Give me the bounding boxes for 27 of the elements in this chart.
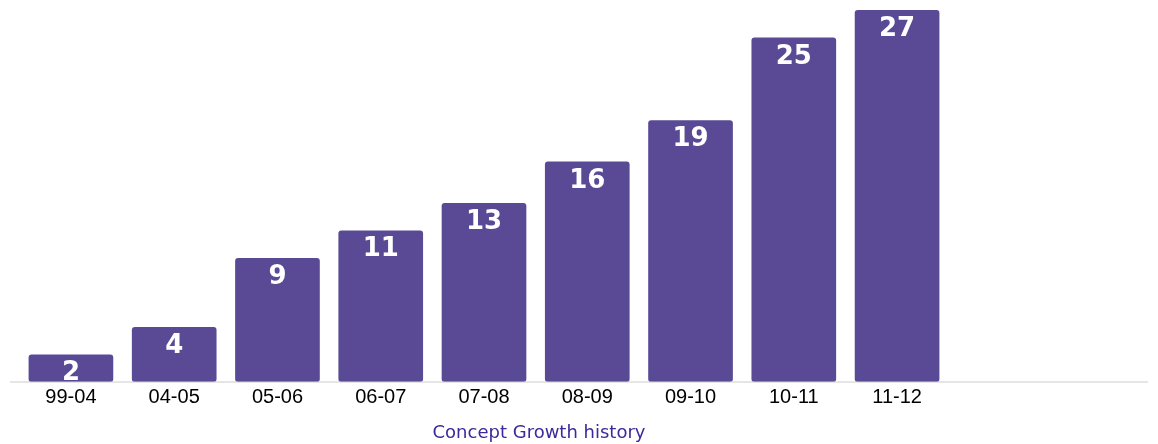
text: Concept Growth history xyxy=(432,421,646,442)
data-label: 27 xyxy=(878,12,916,42)
x-tick-label: 05-06 xyxy=(251,385,304,407)
bar xyxy=(338,230,424,382)
bar xyxy=(544,161,630,382)
data-label: 2 xyxy=(61,356,80,387)
bar xyxy=(854,10,940,382)
x-tick-label: 99-04 xyxy=(45,385,97,407)
x-tick-label: 11-12 xyxy=(872,385,922,407)
data-label: 4 xyxy=(165,328,184,359)
bar xyxy=(235,258,320,382)
x-tick-label: 09-10 xyxy=(664,385,717,407)
bar xyxy=(131,326,217,382)
bar xyxy=(648,120,733,382)
x-tick-label: 07-08 xyxy=(458,385,510,407)
data-label: 9 xyxy=(268,260,287,290)
data-label: 25 xyxy=(775,39,812,70)
data-label: 11 xyxy=(362,232,399,263)
data-label: 13 xyxy=(465,204,503,235)
x-tick-label: 06-07 xyxy=(355,385,407,407)
x-tick-label: 04-05 xyxy=(148,385,200,407)
data-label: 19 xyxy=(672,122,709,153)
bar xyxy=(751,37,837,382)
bar xyxy=(441,202,527,382)
data-label: 16 xyxy=(569,163,606,194)
x-tick-label: 10-11 xyxy=(768,385,819,407)
x-tick-label: 08-09 xyxy=(561,385,613,407)
